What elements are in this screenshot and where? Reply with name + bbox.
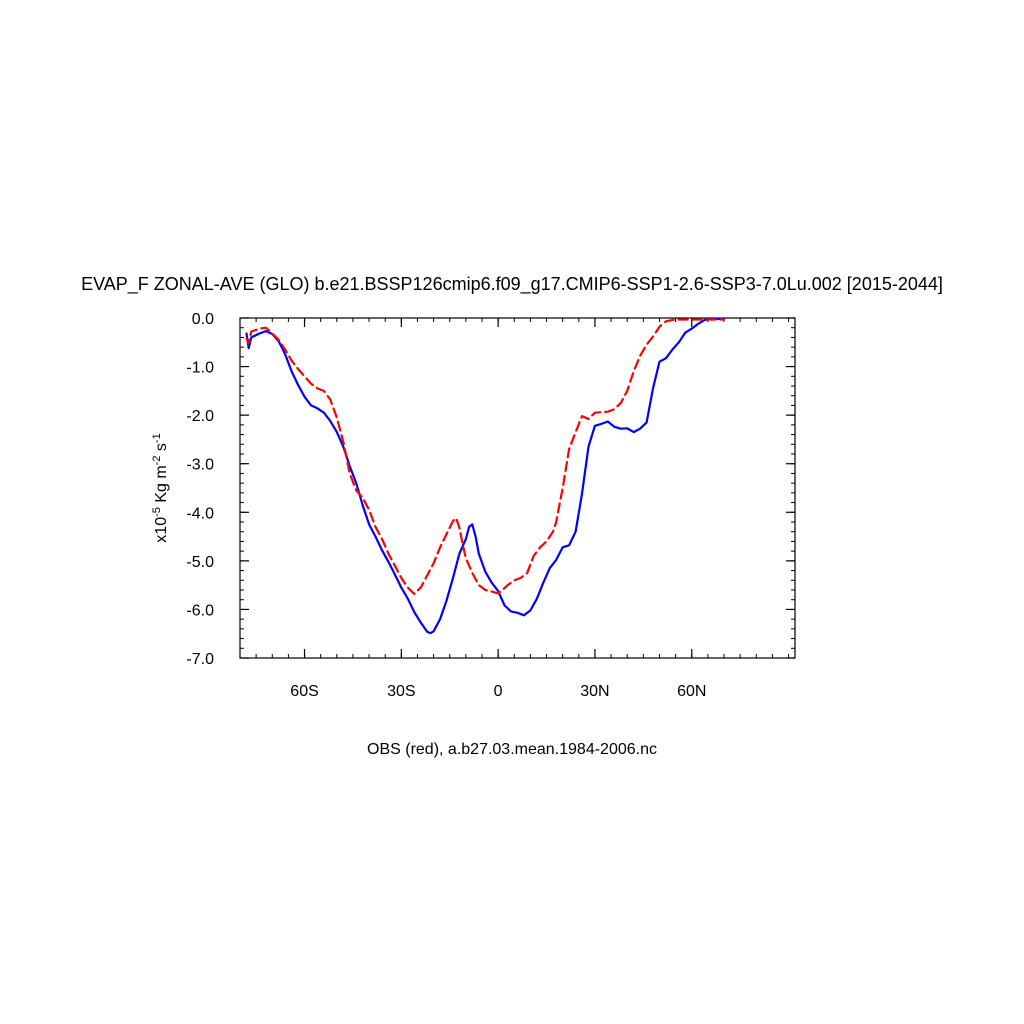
y-tick-label: -2.0 <box>186 408 214 425</box>
y-tick-label: 0.0 <box>192 311 214 328</box>
y-tick-label: -6.0 <box>186 602 214 619</box>
x-tick-label: 0 <box>494 683 503 700</box>
model-series-line <box>245 317 726 635</box>
y-tick-label: -5.0 <box>186 554 214 571</box>
x-tick-labels: 60S 30S 0 30N 60N <box>290 683 706 700</box>
x-tick-label: 60N <box>677 683 706 700</box>
y-tick-label: -7.0 <box>186 651 214 668</box>
plot-frame <box>239 317 796 659</box>
x-axis-label: OBS (red), a.b27.03.mean.1984-2006.nc <box>367 741 657 758</box>
x-tick-label: 30N <box>580 683 609 700</box>
y-tick-label: -1.0 <box>186 360 214 377</box>
chart-title: EVAP_F ZONAL-AVE (GLO) b.e21.BSSP126cmip… <box>81 274 943 295</box>
x-tick-label: 30S <box>387 683 415 700</box>
tick-marks <box>239 317 795 659</box>
y-tick-label: -3.0 <box>186 457 214 474</box>
series-lines <box>245 317 726 635</box>
obs-series-line <box>245 318 726 595</box>
y-tick-label: -4.0 <box>186 505 214 522</box>
y-axis-label: x10-5 Kg m-2 s-1 <box>151 433 170 542</box>
y-tick-labels: 0.0 -1.0 -2.0 -3.0 -4.0 -5.0 -6.0 -7.0 <box>186 311 214 668</box>
x-tick-label: 60S <box>290 683 318 700</box>
